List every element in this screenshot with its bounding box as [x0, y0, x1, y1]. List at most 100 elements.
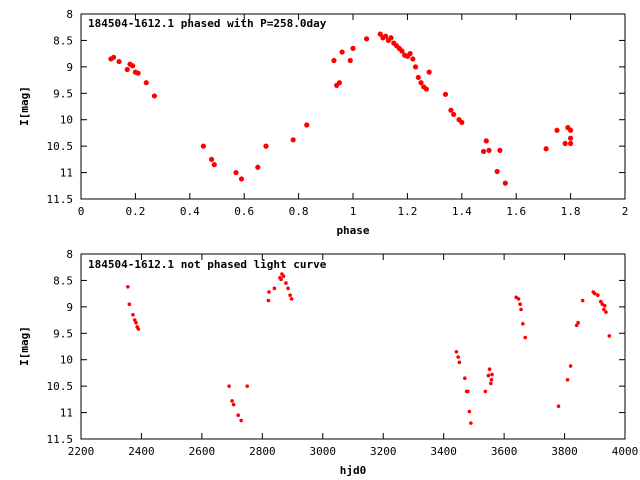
data-point — [151, 93, 158, 99]
data-point — [272, 286, 277, 291]
x-tick-label: 0.4 — [180, 205, 200, 218]
x-tick-label: 4000 — [612, 445, 639, 458]
data-point — [383, 33, 389, 39]
x-tick-label: 0.8 — [289, 205, 309, 218]
data-point — [238, 176, 245, 182]
data-point — [200, 143, 206, 149]
y-axis-label-bottom: I[mag] — [18, 326, 31, 366]
data-point — [457, 360, 462, 365]
data-point — [116, 58, 122, 65]
x-axis-ticks-bottom: 2200 2400 2600 2800 3000 3200 3400 3600 3800 4000 — [68, 254, 639, 458]
data-point — [602, 307, 606, 312]
data-point — [135, 70, 141, 76]
data-point — [456, 355, 460, 359]
data-point — [568, 135, 574, 141]
data-point — [266, 298, 271, 303]
data-point — [290, 137, 296, 143]
data-point — [239, 418, 243, 423]
y-tick-label: 9 — [66, 61, 73, 74]
plot-frame-bottom — [80, 253, 626, 440]
y-tick-label: 11.5 — [47, 193, 74, 206]
y-axis-ticks-bottom: 8 8.5 9 9.5 10 10.5 11 11.5 — [47, 248, 625, 446]
data-point — [469, 421, 473, 425]
data-point — [580, 298, 585, 303]
y-tick-label: 9.5 — [53, 87, 73, 100]
data-point — [565, 378, 570, 382]
data-point — [467, 409, 472, 414]
y-tick-label: 8.5 — [53, 274, 73, 287]
data-point — [377, 31, 383, 37]
data-point — [227, 384, 231, 388]
chart-title-bottom: 184504-1612.1 not phased light curve — [88, 258, 327, 271]
data-point — [489, 378, 494, 382]
data-point — [466, 389, 470, 394]
x-tick-label: 1.8 — [561, 205, 581, 218]
data-point — [415, 74, 421, 81]
data-point — [518, 302, 522, 307]
data-point — [208, 156, 215, 162]
data-point — [451, 111, 457, 118]
x-axis-ticks-top: 0 0.2 0.4 0.6 0.8 1 1.2 1.4 1.6 1.8 2 — [78, 14, 628, 218]
x-tick-label: 1 — [350, 205, 357, 218]
data-point — [543, 146, 549, 152]
x-tick-label: 0.6 — [234, 205, 254, 218]
data-point — [489, 381, 493, 386]
y-tick-label: 11 — [60, 167, 73, 180]
x-tick-label: 3000 — [310, 445, 337, 458]
data-point — [286, 286, 290, 291]
x-tick-label: 3800 — [551, 445, 578, 458]
data-point — [336, 80, 342, 86]
data-point — [350, 45, 356, 51]
phased-light-curve-panel: 0 0.2 0.4 0.6 0.8 1 1.2 1.4 1.6 1.8 2 8 8.5 9 9.5 10 10… — [18, 8, 628, 237]
data-point — [490, 372, 494, 377]
chart-title-top: 184504-1612.1 phased with P=258.0day — [88, 17, 327, 30]
data-point — [407, 51, 413, 57]
y-tick-label: 8 — [66, 248, 73, 261]
phased-data-points — [108, 31, 574, 186]
unphased-data-points — [126, 272, 612, 425]
data-point — [399, 48, 405, 54]
data-point — [388, 35, 394, 41]
data-point — [592, 291, 597, 296]
x-tick-label: 2400 — [128, 445, 155, 458]
data-point — [124, 66, 130, 73]
data-point — [523, 335, 528, 340]
data-point — [483, 389, 488, 394]
data-point — [516, 297, 521, 301]
x-tick-label: 3400 — [430, 445, 457, 458]
data-point — [576, 320, 580, 325]
x-tick-label: 1.6 — [506, 205, 526, 218]
y-tick-label: 10.5 — [47, 140, 74, 153]
y-axis-ticks-top: 8 8.5 9 9.5 10 10.5 11 11.5 — [47, 8, 625, 206]
data-point — [423, 86, 430, 92]
data-point — [263, 143, 269, 149]
data-point — [288, 293, 292, 298]
x-tick-label: 3600 — [491, 445, 518, 458]
y-axis-label-top: I[mag] — [18, 86, 31, 126]
data-point — [596, 293, 600, 298]
data-point — [442, 91, 449, 97]
data-point — [412, 64, 419, 70]
data-point — [279, 277, 283, 282]
data-point — [604, 310, 608, 314]
data-point — [556, 404, 561, 409]
y-tick-label: 8.5 — [53, 34, 73, 47]
data-point — [426, 69, 432, 75]
data-point — [502, 180, 508, 186]
data-point — [136, 327, 141, 331]
data-point — [448, 107, 454, 113]
y-tick-label: 10 — [60, 354, 73, 367]
data-point — [554, 127, 560, 133]
data-point — [463, 376, 467, 381]
data-point — [602, 304, 607, 308]
data-point — [607, 334, 612, 338]
data-point — [364, 36, 370, 42]
data-point — [267, 290, 271, 294]
x-tick-label: 1.2 — [397, 205, 417, 218]
data-point — [131, 312, 135, 317]
data-point — [568, 127, 574, 133]
data-point — [284, 281, 288, 285]
data-point — [233, 169, 239, 176]
data-point — [497, 147, 503, 153]
